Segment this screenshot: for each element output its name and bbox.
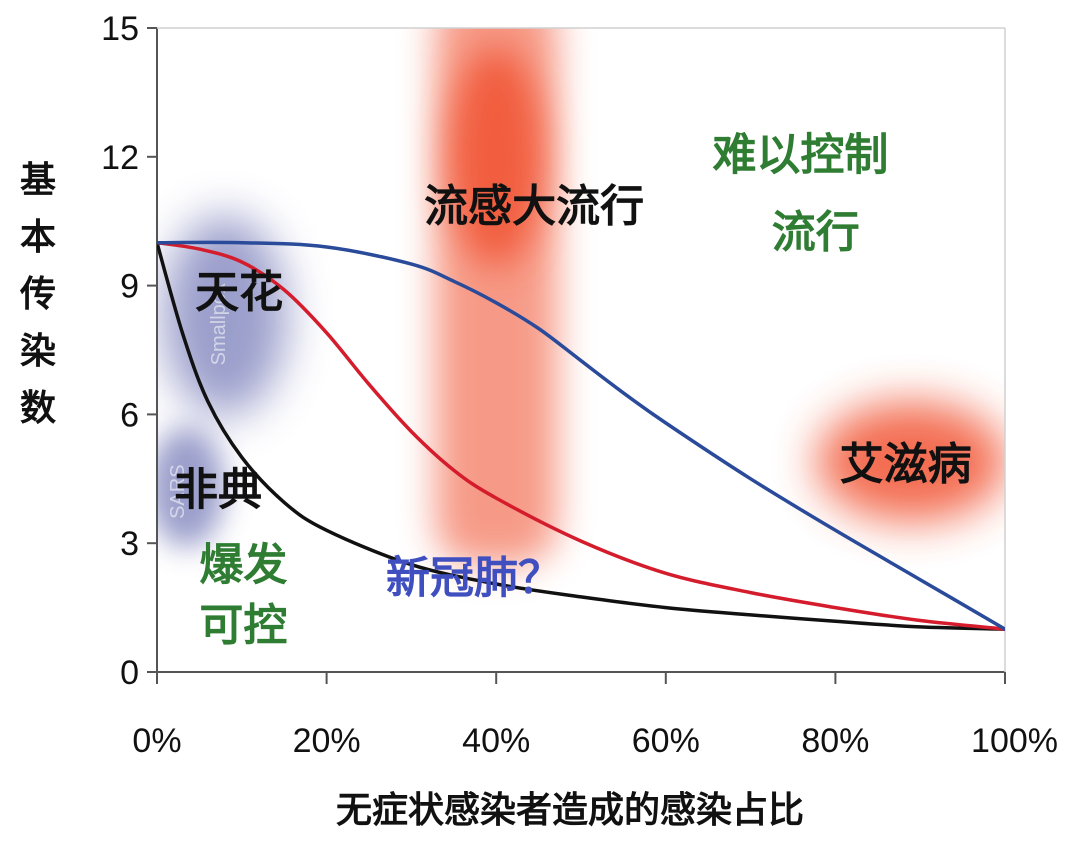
y-axis-title-char: 传 bbox=[19, 274, 56, 315]
annotation-label: 爆发 bbox=[199, 540, 287, 591]
faint-label: SARS bbox=[167, 464, 189, 518]
x-tick-label: 60% bbox=[632, 722, 700, 760]
x-tick-label: 100% bbox=[971, 722, 1058, 760]
y-tick-label: 3 bbox=[120, 525, 139, 563]
series-red-curve bbox=[157, 240, 1005, 631]
x-tick-label: 0% bbox=[132, 722, 181, 760]
y-tick-label: 6 bbox=[120, 396, 139, 434]
region-aids bbox=[816, 401, 1005, 522]
region-flu bbox=[435, 28, 558, 565]
series-blue-curve bbox=[157, 240, 1005, 631]
y-tick-label: 0 bbox=[120, 654, 139, 692]
x-axis-title: 无症状感染者造成的感染占比 bbox=[336, 790, 804, 831]
x-tick-label: 40% bbox=[462, 722, 530, 760]
series-curves bbox=[157, 240, 1005, 631]
y-axis-title-char: 染 bbox=[20, 331, 56, 372]
region-sars bbox=[157, 427, 225, 548]
annotation-label: 可控 bbox=[199, 600, 287, 651]
plot-frame bbox=[156, 27, 1006, 673]
y-tick-label: 9 bbox=[120, 268, 139, 306]
y-axis-title-char: 本 bbox=[20, 217, 56, 258]
annotation-label: 流行 bbox=[772, 207, 860, 258]
y-axis-title-char: 数 bbox=[20, 388, 56, 429]
faint-labels: Smallpox SARS bbox=[167, 283, 230, 519]
annotation-label: 流感大流行 bbox=[424, 181, 644, 232]
annotation-label: 非典 bbox=[174, 465, 262, 516]
series-black-curve bbox=[157, 240, 1005, 631]
y-tick-label: 12 bbox=[101, 139, 139, 177]
annotation-label: 艾滋病 bbox=[840, 439, 972, 490]
annotation-label: 新冠肺？ bbox=[386, 553, 562, 604]
axis-ticks: 0 3 6 9 12 15 0% 20% 40% 60% 80% 100% bbox=[101, 10, 1058, 760]
x-tick-label: 20% bbox=[293, 722, 361, 760]
annotation-label: 难以控制 bbox=[712, 130, 888, 181]
x-tick-label: 80% bbox=[801, 722, 869, 760]
y-axis-title-char: 基 bbox=[20, 160, 56, 201]
annotation-label: 天花 bbox=[195, 267, 283, 318]
y-tick-label: 15 bbox=[101, 10, 139, 48]
faint-label: Smallpox bbox=[208, 283, 230, 365]
